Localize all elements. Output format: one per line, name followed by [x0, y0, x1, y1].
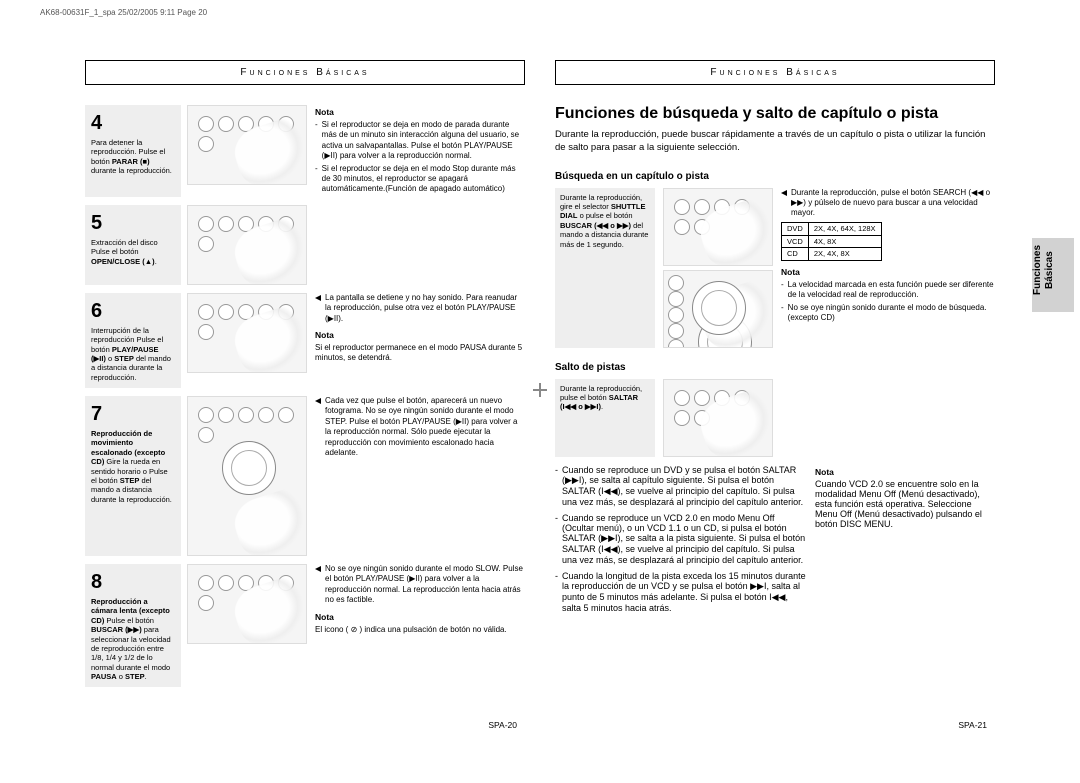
section-text: Durante la reproducción, pulse el botón … [781, 188, 995, 348]
page-intro: Durante la reproducción, puede buscar rá… [555, 129, 995, 155]
step-7: 7Reproducción de movimiento escalonado (… [85, 396, 525, 556]
step-box: 6Interrupción de la reproducción Pulse e… [85, 293, 181, 388]
step-box: 4Para detener la reproducción. Pulse el … [85, 105, 181, 197]
step-5: 5Extracción del disco Pulse el botón OPE… [85, 205, 525, 285]
step-text: No se oye ningún sonido durante el modo … [313, 564, 525, 687]
step-text [313, 205, 525, 285]
skip-nota: Nota Cuando VCD 2.0 se encuentre solo en… [815, 465, 995, 619]
remote-illustration [663, 379, 773, 457]
step-text: Nota Si el reproductor se deja en modo d… [313, 105, 525, 197]
step-box: 5Extracción del disco Pulse el botón OPE… [85, 205, 181, 285]
instruction-box: Durante la reproducción, pulse el botón … [555, 379, 655, 457]
remote-illustration [187, 564, 307, 644]
step-4: 4Para detener la reproducción. Pulse el … [85, 105, 525, 197]
page-right: Funciones Básicas Funciones de búsqueda … [555, 60, 995, 730]
page-number-right: SPA-21 [958, 720, 987, 730]
remote-illustration [187, 396, 307, 556]
center-crop-mark [533, 383, 547, 397]
page-left: Funciones Básicas 4Para detener la repro… [85, 60, 525, 730]
speed-table: DVD2X, 4X, 64X, 128XVCD4X, 8XCD2X, 4X, 8… [781, 222, 882, 261]
subsection-title: Búsqueda en un capítulo o pista [555, 171, 995, 182]
remote-illustration [187, 293, 307, 373]
instruction-box: Durante la reproducción, gire el selecto… [555, 188, 655, 348]
search-section: Búsqueda en un capítulo o pista Durante … [555, 171, 995, 348]
section-header-right: Funciones Básicas [555, 60, 995, 85]
step-6: 6Interrupción de la reproducción Pulse e… [85, 293, 525, 388]
remote-illustration [187, 205, 307, 285]
side-tab: Funciones Básicas [1032, 238, 1074, 312]
remote-illustration [187, 105, 307, 185]
step-text: Cada vez que pulse el botón, aparecerá u… [313, 396, 525, 556]
step-8: 8Reproducción a cámara lenta (excepto CD… [85, 564, 525, 687]
subsection-title: Salto de pistas [555, 362, 995, 373]
page-number-left: SPA-20 [488, 720, 517, 730]
step-box: 7Reproducción de movimiento escalonado (… [85, 396, 181, 556]
page-title: Funciones de búsqueda y salto de capítul… [555, 105, 995, 123]
skip-section: Salto de pistas Durante la reproducción,… [555, 362, 995, 619]
dial-illustration [663, 270, 773, 348]
skip-body: Cuando se reproduce un DVD y se pulsa el… [555, 465, 807, 619]
section-header-left: Funciones Básicas [85, 60, 525, 85]
print-header: AK68-00631F_1_spa 25/02/2005 9:11 Page 2… [40, 8, 207, 17]
remote-illustration [663, 188, 773, 266]
step-box: 8Reproducción a cámara lenta (excepto CD… [85, 564, 181, 687]
step-text: La pantalla se detiene y no hay sonido. … [313, 293, 525, 388]
